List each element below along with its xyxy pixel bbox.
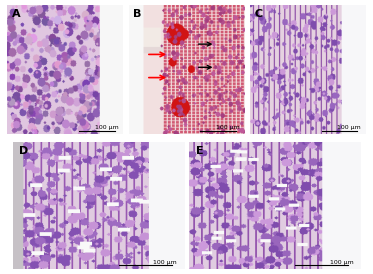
Text: E: E xyxy=(196,146,204,156)
Text: 100 µm: 100 µm xyxy=(337,125,361,130)
Text: 100 µm: 100 µm xyxy=(216,125,240,130)
Text: 100 µm: 100 µm xyxy=(95,125,119,130)
Text: C: C xyxy=(254,9,263,19)
Text: B: B xyxy=(133,9,142,19)
Text: D: D xyxy=(19,146,29,156)
Text: A: A xyxy=(12,9,21,19)
Text: 100 µm: 100 µm xyxy=(330,260,354,265)
Text: 100 µm: 100 µm xyxy=(153,260,177,265)
